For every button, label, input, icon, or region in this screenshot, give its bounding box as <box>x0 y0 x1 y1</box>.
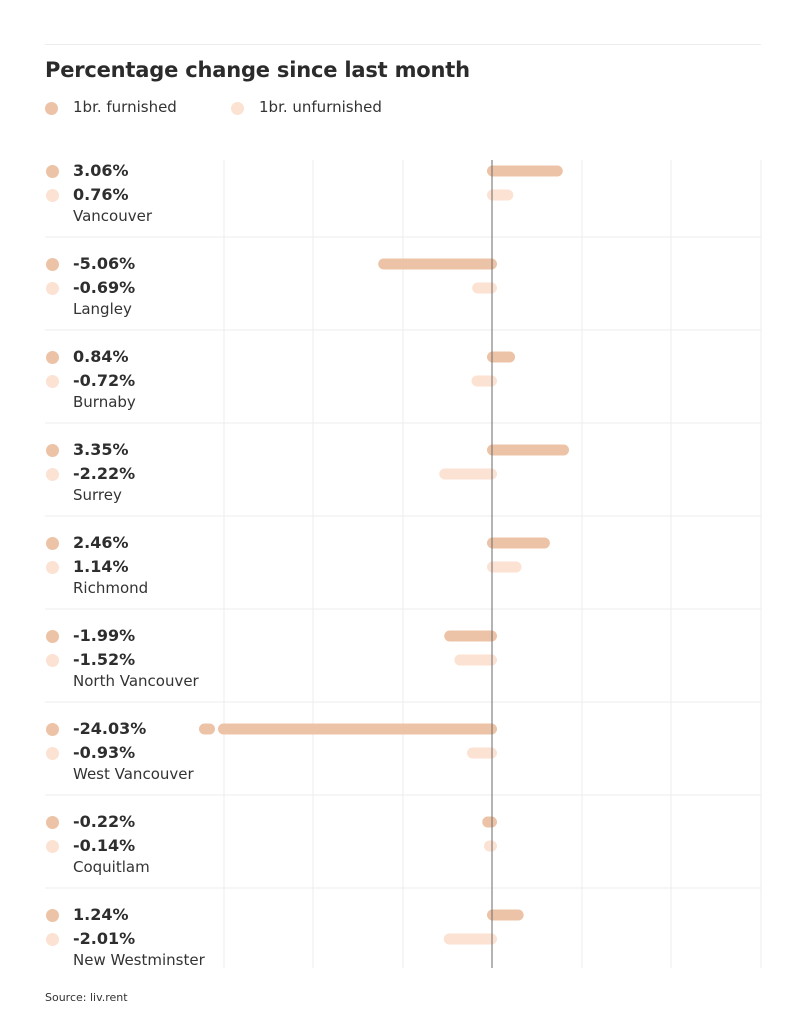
unfurnished-value-label: -1.52% <box>73 650 136 669</box>
bar-furnished <box>487 165 563 177</box>
category-label: Langley <box>73 300 132 318</box>
category-label: Vancouver <box>73 207 152 225</box>
category-row: -1.99% -1.52% North Vancouver <box>45 623 215 713</box>
category-row: -5.06% -0.69% Langley <box>45 251 215 341</box>
unfurnished-value-label: -2.01% <box>73 929 136 948</box>
unfurnished-dot <box>46 468 59 481</box>
unfurnished-value-label: 1.14% <box>73 557 129 576</box>
bar-unfurnished <box>472 282 497 294</box>
category-label: West Vancouver <box>73 765 194 783</box>
furnished-value-label: 3.35% <box>73 440 129 459</box>
furnished-value-label: 1.24% <box>73 905 129 924</box>
category-label: North Vancouver <box>73 672 199 690</box>
furnished-dot <box>46 816 59 829</box>
bar-unfurnished <box>483 840 497 852</box>
bar-unfurnished <box>487 561 522 573</box>
unfurnished-value-label: -2.22% <box>73 464 136 483</box>
unfurnished-dot <box>46 282 59 295</box>
category-label: Surrey <box>73 486 122 504</box>
unfurnished-dot <box>46 561 59 574</box>
furnished-value-label: -24.03% <box>73 719 147 738</box>
source-note: Source: liv.rent <box>45 991 128 1004</box>
category-label: Burnaby <box>73 393 136 411</box>
category-row: 2.46% 1.14% Richmond <box>45 530 215 620</box>
bar-unfurnished <box>467 747 497 759</box>
furnished-value-label: -5.06% <box>73 254 136 273</box>
bar-unfurnished <box>454 654 497 666</box>
legend-dot-unfurnished <box>231 102 244 115</box>
bar-furnished <box>378 258 497 270</box>
furnished-dot <box>46 258 59 271</box>
furnished-dot <box>46 537 59 550</box>
furnished-value-label: 3.06% <box>73 161 129 180</box>
unfurnished-dot <box>46 933 59 946</box>
unfurnished-value-label: -0.69% <box>73 278 136 297</box>
bar-furnished <box>487 909 524 921</box>
bar-unfurnished <box>439 468 497 480</box>
unfurnished-dot <box>46 840 59 853</box>
category-label: Coquitlam <box>73 858 150 876</box>
furnished-dot <box>46 909 59 922</box>
furnished-value-label: 2.46% <box>73 533 129 552</box>
furnished-value-label: -0.22% <box>73 812 136 831</box>
furnished-dot <box>46 165 59 178</box>
bar-furnished-overflow-cap <box>199 723 215 735</box>
unfurnished-value-label: -0.14% <box>73 836 136 855</box>
unfurnished-dot <box>46 747 59 760</box>
category-row: 0.84% -0.72% Burnaby <box>45 344 215 434</box>
furnished-dot <box>46 630 59 643</box>
furnished-value-label: -1.99% <box>73 626 136 645</box>
category-row: 3.35% -2.22% Surrey <box>45 437 215 527</box>
bar-furnished <box>487 537 550 549</box>
unfurnished-value-label: -0.93% <box>73 743 136 762</box>
chart-title: Percentage change since last month <box>45 58 470 82</box>
bar-furnished <box>218 723 497 735</box>
unfurnished-value-label: -0.72% <box>73 371 136 390</box>
category-row: -0.22% -0.14% Coquitlam <box>45 809 215 899</box>
unfurnished-value-label: 0.76% <box>73 185 129 204</box>
bar-unfurnished <box>443 933 497 945</box>
category-row: 3.06% 0.76% Vancouver <box>45 158 215 248</box>
bar-furnished <box>487 444 570 456</box>
legend-label-unfurnished: 1br. unfurnished <box>259 98 382 116</box>
category-label: Richmond <box>73 579 149 597</box>
furnished-dot <box>46 723 59 736</box>
category-row: -24.03% -0.93% West Vancouver <box>45 716 215 806</box>
unfurnished-dot <box>46 375 59 388</box>
top-rule <box>45 44 761 45</box>
furnished-dot <box>46 444 59 457</box>
category-row: 1.24% -2.01% New Westminster <box>45 902 215 992</box>
category-label: New Westminster <box>73 951 205 969</box>
legend-label-furnished: 1br. furnished <box>73 98 177 116</box>
bar-furnished <box>444 630 497 642</box>
bar-furnished <box>487 351 516 363</box>
bar-unfurnished <box>487 189 514 201</box>
unfurnished-dot <box>46 654 59 667</box>
furnished-dot <box>46 351 59 364</box>
legend-dot-furnished <box>45 102 58 115</box>
bar-furnished <box>482 816 497 828</box>
furnished-value-label: 0.84% <box>73 347 129 366</box>
bar-unfurnished <box>471 375 497 387</box>
unfurnished-dot <box>46 189 59 202</box>
